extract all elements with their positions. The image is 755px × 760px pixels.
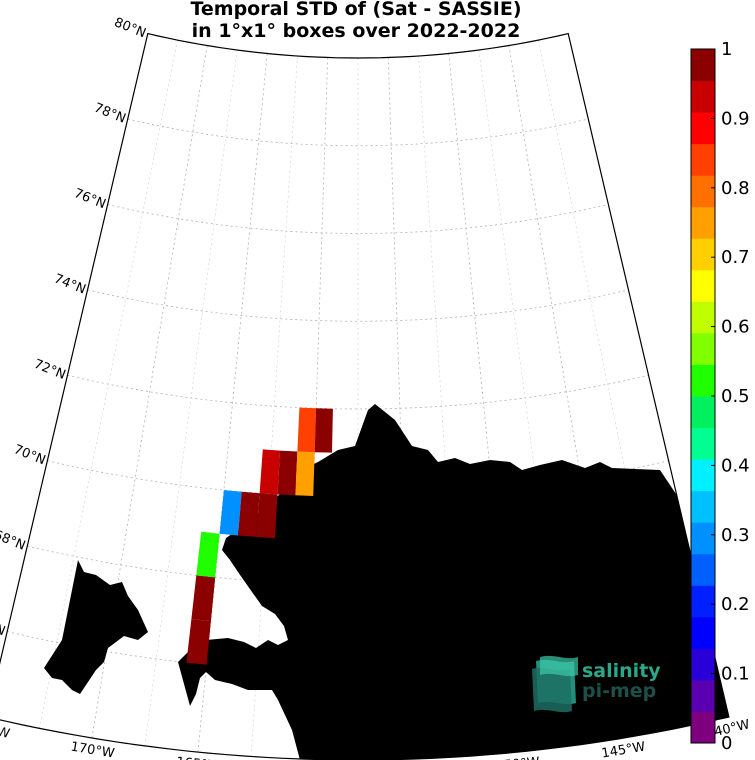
colorbar-segment [691,364,715,397]
latitude-label: 74°N [52,271,88,297]
std-cell [238,491,260,537]
colorbar-segment [691,49,715,82]
colorbar-segment [691,396,715,429]
std-cell [191,575,216,622]
parallel-line [107,204,609,234]
colorbar-segment [691,585,715,618]
longitude-label: 165°W [176,755,222,760]
colorbar-segment [691,332,715,365]
colorbar-segment [691,427,715,460]
longitude-label: 175°W [0,717,11,742]
longitude-label: 170°W [69,740,115,760]
colorbar-segment [691,80,715,113]
logo-text-pimep: pi-mep [582,680,656,702]
std-cell [277,450,298,496]
land-alaska [178,404,729,760]
colorbar [690,48,716,744]
logo-wave-icon [532,655,578,713]
colorbar-segment [691,143,715,176]
land-layer [44,404,729,760]
latitude-label: 72°N [32,357,68,383]
std-cell [314,408,333,453]
std-cell [259,449,281,495]
chart-title-line-1: Temporal STD of (Sat - SASSIE) [190,0,522,20]
colorbar-ticks: 0 0.1 0.2 0.3 0.4 0.5 0.6 0.7 0.8 0.9 1 [711,39,750,754]
std-cell [256,493,278,539]
meridian-line [250,55,298,757]
latitude-label: 76°N [72,186,108,212]
latitude-label: 66°N [0,613,7,639]
logo: salinity pi-mep [532,655,661,713]
colorbar-segment [691,206,715,239]
colorbar-tick-label: 0 [721,733,732,754]
std-cell [295,451,315,496]
colorbar-segment [691,648,715,681]
std-cell [219,490,242,536]
chart-title-line-2: in 1°x1° boxes over 2022-2022 [191,20,521,42]
colorbar-tick-label: 0.7 [721,247,750,268]
colorbar-tick-label: 0.1 [721,664,750,685]
colorbar-segment [691,616,715,649]
std-cell [186,619,211,665]
parallel-line [87,289,629,322]
colorbar-segment [691,679,715,712]
colorbar-tick-label: 0.6 [721,317,750,338]
colorbar-segment [691,175,715,208]
colorbar-tick-label: 1 [721,39,732,60]
logo-text-salinity: salinity [582,660,661,682]
latitude-label: 78°N [92,101,128,127]
colorbar-tick-label: 0.5 [721,386,750,407]
colorbar-segment [691,490,715,523]
meridian-line [418,55,466,757]
colorbar-tick-label: 0.8 [721,178,750,199]
colorbar-segment [691,711,715,744]
land-chukotka [44,560,148,694]
colorbar-segment [691,112,715,145]
colorbar-segment [691,553,715,586]
meridian-line [144,49,238,746]
colorbar-tick-label: 0.4 [721,455,750,476]
colorbar-segment [691,301,715,334]
colorbar-tick-label: 0.2 [721,594,750,615]
longitude-label: 150°W [495,755,541,760]
colorbar-tick-label: 0.3 [721,525,750,546]
colorbar-tick-label: 0.9 [721,108,750,129]
meridian-line [39,40,178,729]
std-cell [196,531,220,578]
latitude-label: 70°N [12,442,48,468]
colorbar-segment [691,269,715,302]
latitude-label: 80°N [112,15,148,41]
longitude-label: 145°W [601,739,647,760]
colorbar-segment [691,238,715,271]
colorbar-segment [691,522,715,555]
latitude-label: 68°N [0,528,27,554]
std-cell [297,407,317,453]
colorbar-segment [691,459,715,492]
std-cells [186,407,333,665]
map-boundary [0,32,730,760]
